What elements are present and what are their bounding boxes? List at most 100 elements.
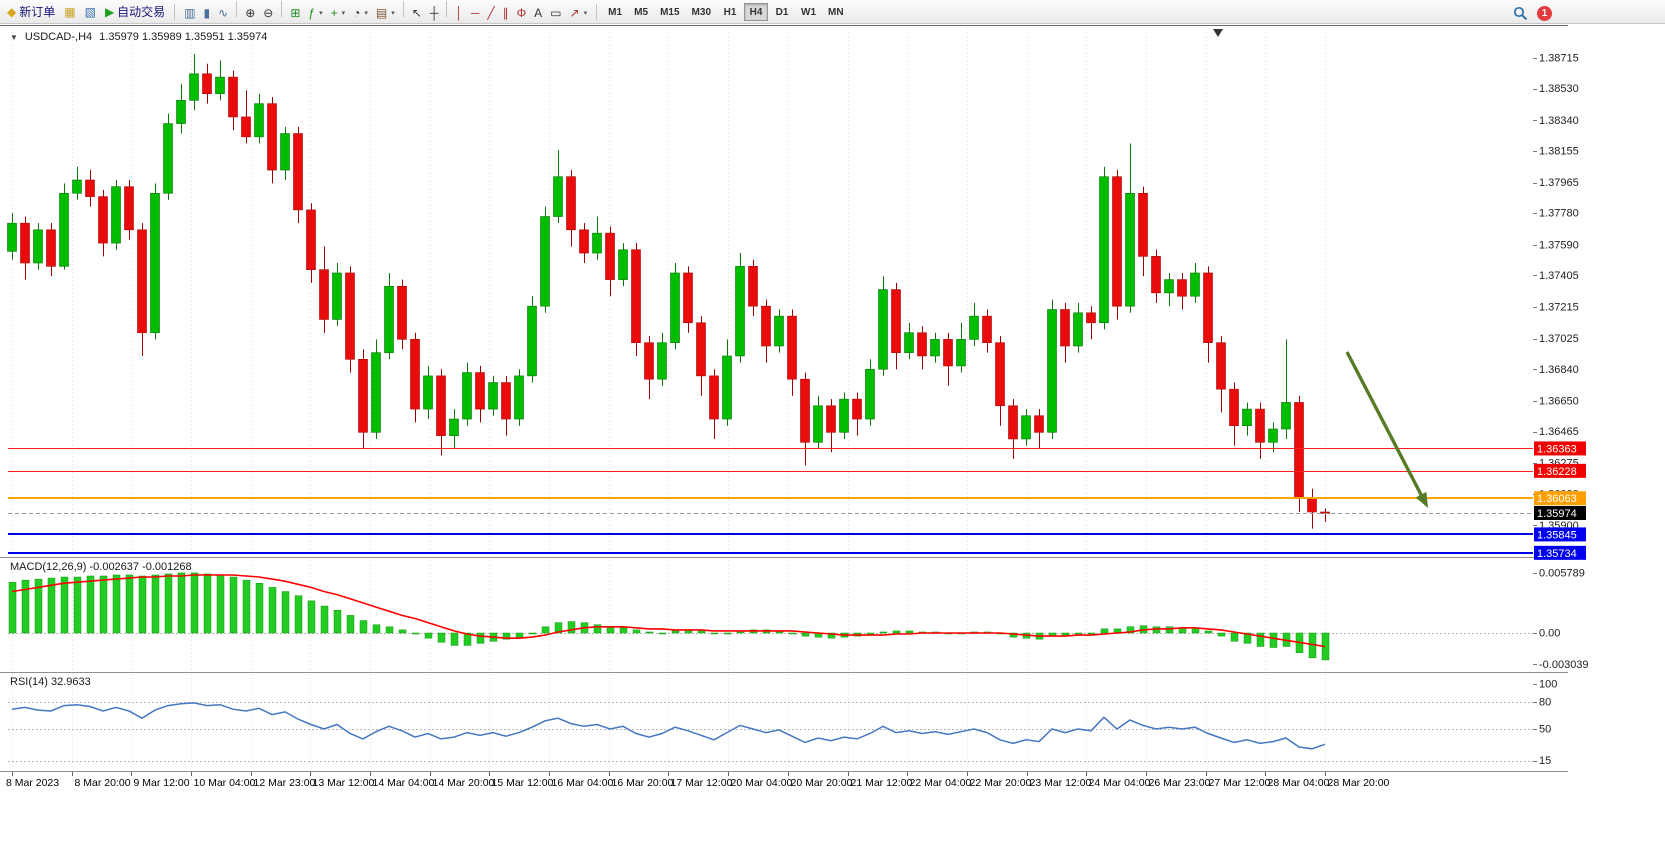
candle-bull <box>163 113 173 200</box>
macd-histogram-bar <box>476 632 485 644</box>
zoom-in-button[interactable]: ⊕ <box>241 3 259 23</box>
tile-windows-button[interactable]: ⊞ <box>286 3 304 23</box>
time-axis-label: 24 Mar 04:00 <box>1089 777 1151 789</box>
candle-bear <box>1177 272 1187 310</box>
zoom-out-button[interactable]: ⊖ <box>259 3 277 23</box>
macd-histogram-bar <box>801 632 810 637</box>
indicators-button[interactable]: ƒ ▾ <box>304 3 326 23</box>
time-axis-label: 8 Mar 2023 <box>6 777 59 789</box>
price-axis-label: 1.38340 <box>1539 115 1579 127</box>
candle-bull <box>1073 302 1083 353</box>
time-axis-label: 22 Mar 20:00 <box>970 777 1032 789</box>
macd-histogram-bar <box>1126 626 1135 634</box>
add-chart-button[interactable]: + ▾ <box>327 3 350 23</box>
timeframe-w1-button[interactable]: W1 <box>796 3 821 21</box>
vertical-line-button[interactable]: │ <box>451 3 467 23</box>
candle-bull <box>59 183 69 270</box>
macd-histogram-bar <box>1165 626 1174 634</box>
bars-chart-button[interactable]: ▥ <box>180 3 199 23</box>
timeframe-m15-button[interactable]: M15 <box>655 3 684 21</box>
annotation-arrow[interactable] <box>1345 351 1424 499</box>
periods-button[interactable]: ◔ ▾ <box>349 3 372 23</box>
crosshair-button[interactable]: ┼ <box>426 3 443 23</box>
candle-bear <box>436 369 446 456</box>
charts-menu-button[interactable]: ▦ <box>60 2 79 22</box>
dropdown-caret-icon: ▾ <box>364 9 368 17</box>
line-chart-button[interactable]: ∿ <box>214 3 232 23</box>
price-axis-label: 1.37215 <box>1539 302 1579 314</box>
periods-icon: ◔ <box>353 5 361 20</box>
toolbar-separator <box>446 0 448 17</box>
toolbar-separator <box>236 0 238 17</box>
rsi-axis-label: 50 <box>1539 724 1551 736</box>
svg-text:1.36228: 1.36228 <box>1537 466 1577 478</box>
annotation-arrow-head[interactable] <box>1415 491 1428 508</box>
candle-bear <box>1307 488 1317 529</box>
candle-bear <box>1034 409 1044 449</box>
timeframe-m30-button[interactable]: M30 <box>687 3 716 21</box>
timeframe-d1-button[interactable]: D1 <box>770 3 794 21</box>
toolbar-separator <box>402 0 404 17</box>
macd-histogram-bar <box>255 582 264 634</box>
arrows-button[interactable]: ↗ ▾ <box>566 3 592 23</box>
macd-histogram-bar <box>268 587 277 634</box>
toolbar-separator <box>174 3 176 20</box>
templates-button[interactable]: ▤ ▾ <box>372 3 399 23</box>
time-axis-label: 9 Mar 12:00 <box>134 777 190 789</box>
macd-histogram-bar <box>593 624 602 634</box>
candle-bull <box>592 216 602 260</box>
chart-canvas[interactable]: 8 Mar 2023 8 Mar 20:00 9 Mar 12:00 10 Mar 0… <box>0 24 1665 843</box>
timeframe-h1-button[interactable]: H1 <box>718 3 742 21</box>
candle-bear <box>293 126 303 224</box>
candle-bear <box>566 170 576 247</box>
rsi-value: 32.9633 <box>50 676 91 688</box>
candle-bear <box>605 226 615 297</box>
timeframe-m5-button[interactable]: M5 <box>629 3 653 21</box>
candle-bear <box>345 266 355 373</box>
macd-histogram-bar <box>359 620 368 634</box>
horizontal-line-icon: ─ <box>470 5 480 20</box>
candle-bear <box>501 375 511 436</box>
vertical-line-icon: │ <box>455 5 463 20</box>
timeframe-h4-button[interactable]: H4 <box>744 3 768 22</box>
fibonacci-button[interactable]: Φ <box>513 3 531 23</box>
macd-histogram-bar <box>8 581 17 634</box>
macd-histogram-bar <box>1152 626 1161 634</box>
new-order-button[interactable]: ◆ 新订单 <box>3 2 59 22</box>
search-button[interactable] <box>1513 3 1528 23</box>
autotrading-button[interactable]: ▶ 自动交易 <box>101 2 169 22</box>
zoom-out-icon: ⊖ <box>263 5 274 20</box>
candle-bear <box>709 369 719 439</box>
chart-object-marker[interactable] <box>1213 29 1223 37</box>
symbol-label: USDCAD-,H4 <box>24 31 93 43</box>
timeframe-m1-button[interactable]: M1 <box>603 3 627 21</box>
profiles-icon: ▧ <box>84 4 96 19</box>
candle-bear <box>1320 508 1330 522</box>
candle-bear <box>631 243 641 356</box>
candle-bull <box>1190 263 1200 303</box>
candle-bear <box>410 332 420 423</box>
collapse-triangle-icon[interactable]: ▼ <box>10 32 18 42</box>
horizontal-line-button[interactable]: ─ <box>467 3 484 23</box>
main-toolbar: ◆ 新订单 ▦ ▧ ▶ 自动交易 ▥ ▮ ∿ ⊕ ⊖ ⊞ ƒ ▾ + ▾ ◔ ▾ ▤ ▾ ↖ ┼ │ ─ ╱ ∥ Φ A ▭… <box>0 0 1665 24</box>
candle-bull <box>111 180 121 250</box>
price-badge: 1.35974 <box>1534 506 1586 521</box>
macd-histogram-bar <box>697 630 706 634</box>
macd-histogram-bar <box>619 627 628 634</box>
label-button[interactable]: ▭ <box>546 3 565 23</box>
trendline-button[interactable]: ╱ <box>483 3 498 23</box>
time-axis-label: 13 Mar 12:00 <box>313 777 375 789</box>
candle-bull <box>371 339 381 439</box>
cursor-button[interactable]: ↖ <box>408 3 426 23</box>
timeframe-mn-button[interactable]: MN <box>823 3 849 21</box>
macd-histogram-bar <box>892 630 901 634</box>
toolbar-separator <box>281 0 283 17</box>
notification-badge[interactable]: 1 <box>1537 5 1552 21</box>
macd-histogram-bar <box>138 575 147 634</box>
profiles-menu-button[interactable]: ▧ <box>81 2 100 22</box>
candles-chart-button[interactable]: ▮ <box>200 3 215 23</box>
candle-bear <box>1255 402 1265 459</box>
channel-button[interactable]: ∥ <box>499 3 513 23</box>
candle-bear <box>761 299 771 363</box>
text-button[interactable]: A <box>530 3 546 23</box>
